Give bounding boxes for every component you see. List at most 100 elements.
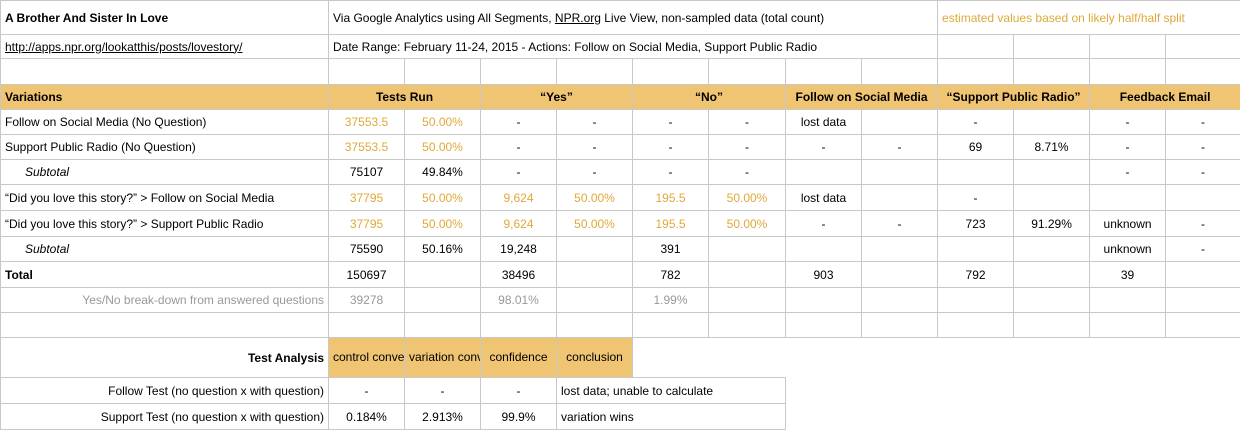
cell[interactable] [1165,34,1240,59]
no-pct[interactable]: - [708,109,786,135]
npr-link[interactable]: NPR.org [554,10,601,25]
tests-run-count[interactable]: 150697 [328,261,405,288]
tests-run-count[interactable]: 37795 [328,184,405,211]
cell[interactable] [0,58,329,85]
estimate-note[interactable]: estimated values based on likely half/ha… [937,0,1240,35]
header-no[interactable]: “No” [632,84,786,110]
follow-pct[interactable]: - [860,210,939,237]
support-count[interactable]: - [937,109,1015,135]
feedback-count[interactable]: - [1089,159,1167,185]
cell[interactable] [480,58,557,85]
no-pct[interactable] [708,261,786,288]
yes-pct[interactable]: 50.00% [556,210,633,237]
tests-run-pct[interactable]: 50.00% [404,109,481,135]
tests-run-count[interactable]: 37553.5 [328,109,405,135]
cell[interactable] [785,312,862,338]
data-source-note[interactable]: Via Google Analytics using All Segments,… [327,0,939,35]
analysis-col-control[interactable]: control conversion [328,337,405,378]
no-pct[interactable]: - [708,134,786,160]
control-conversion[interactable]: 0.184% [328,403,405,430]
follow-pct[interactable] [860,109,939,135]
story-url[interactable]: http://apps.npr.org/lookatthis/posts/lov… [0,34,329,59]
feedback-pct[interactable] [1165,261,1240,288]
yes-pct[interactable] [556,261,633,288]
tests-run-pct[interactable] [404,287,481,313]
support-count[interactable] [937,287,1015,313]
header-feedback[interactable]: Feedback Email [1089,84,1240,110]
no-count[interactable]: - [632,159,709,185]
cell[interactable] [708,312,786,338]
subtotal-label[interactable]: Subtotal [0,159,329,185]
support-pct[interactable] [1013,159,1091,185]
cell[interactable] [556,312,633,338]
cell[interactable] [708,58,786,85]
no-pct[interactable] [708,287,786,313]
cell[interactable] [1013,58,1091,85]
feedback-pct[interactable] [1165,287,1240,313]
variation-conversion[interactable]: 2.913% [404,403,481,430]
support-pct[interactable] [1013,236,1091,262]
support-count[interactable]: 69 [937,134,1015,160]
support-count[interactable]: 792 [937,261,1015,288]
cell[interactable] [328,58,405,85]
follow-count[interactable]: - [785,134,862,160]
cell[interactable] [937,34,1015,59]
date-range[interactable]: Date Range: February 11-24, 2015 - Actio… [327,34,939,59]
tests-run-count[interactable]: 37795 [328,210,405,237]
cell[interactable] [1089,34,1167,59]
cell[interactable] [860,58,939,85]
no-count[interactable]: 782 [632,261,709,288]
feedback-pct[interactable] [1165,184,1240,211]
tests-run-pct[interactable]: 50.16% [404,236,481,262]
header-follow[interactable]: Follow on Social Media [784,84,939,110]
yes-count[interactable]: 19,248 [480,236,557,262]
yes-count[interactable]: 9,624 [480,210,557,237]
support-count[interactable] [937,159,1015,185]
analysis-col-conclusion[interactable]: conclusion [556,337,633,378]
cell[interactable] [0,312,329,338]
feedback-pct[interactable]: - [1165,236,1240,262]
no-count[interactable]: 195.5 [632,210,709,237]
yes-pct[interactable]: - [556,109,633,135]
feedback-pct[interactable]: - [1165,210,1240,237]
tests-run-count[interactable]: 39278 [328,287,405,313]
follow-pct[interactable] [860,184,939,211]
no-count[interactable]: - [632,134,709,160]
feedback-pct[interactable]: - [1165,134,1240,160]
follow-pct[interactable] [860,287,939,313]
test-analysis-label[interactable]: Test Analysis [0,337,329,378]
follow-count[interactable] [785,287,862,313]
cell[interactable] [785,58,862,85]
cell[interactable] [632,58,709,85]
no-count[interactable]: 1.99% [632,287,709,313]
cell[interactable] [404,312,481,338]
header-support[interactable]: “Support Public Radio” [937,84,1091,110]
no-pct[interactable] [708,236,786,262]
yes-pct[interactable] [556,287,633,313]
cell[interactable] [1013,34,1091,59]
row-label[interactable]: Follow on Social Media (No Question) [0,109,329,135]
cell[interactable] [937,312,1015,338]
tests-run-count[interactable]: 75590 [328,236,405,262]
follow-count[interactable] [785,236,862,262]
variation-conversion[interactable]: - [404,377,481,404]
no-count[interactable]: 391 [632,236,709,262]
tests-run-pct[interactable]: 50.00% [404,134,481,160]
follow-count[interactable]: lost data [785,184,862,211]
cell[interactable] [480,312,557,338]
feedback-count[interactable]: unknown [1089,210,1167,237]
support-pct[interactable] [1013,109,1091,135]
total-label[interactable]: Total [0,261,329,288]
header-tests-run[interactable]: Tests Run [328,84,481,110]
tests-run-pct[interactable]: 50.00% [404,210,481,237]
no-pct[interactable]: - [708,159,786,185]
cell[interactable] [328,312,405,338]
no-count[interactable]: - [632,109,709,135]
follow-pct[interactable] [860,261,939,288]
yes-pct[interactable] [556,236,633,262]
tests-run-pct[interactable]: 50.00% [404,184,481,211]
support-test-label[interactable]: Support Test (no question x with questio… [0,403,329,430]
yes-count[interactable]: - [480,159,557,185]
cell[interactable] [632,312,709,338]
support-count[interactable] [937,236,1015,262]
